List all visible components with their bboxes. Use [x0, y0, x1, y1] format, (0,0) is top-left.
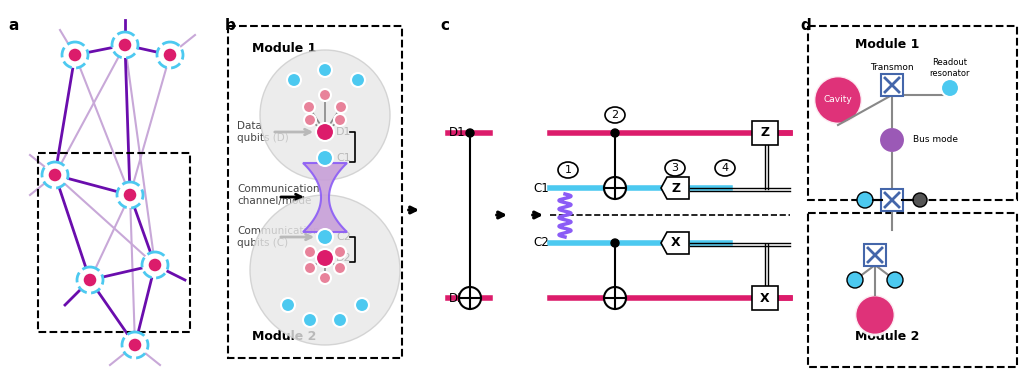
Ellipse shape [558, 162, 578, 178]
Text: Data
qubits (D): Data qubits (D) [237, 121, 289, 143]
Text: Bus mode: Bus mode [913, 136, 958, 144]
Circle shape [351, 73, 365, 87]
Text: 3: 3 [672, 163, 679, 173]
Text: Cavity: Cavity [823, 96, 852, 105]
Text: Z: Z [761, 126, 770, 139]
Circle shape [163, 48, 177, 62]
Text: D2: D2 [336, 253, 351, 263]
Text: C2: C2 [336, 232, 351, 242]
Circle shape [250, 195, 400, 345]
Circle shape [319, 89, 331, 101]
Circle shape [334, 114, 346, 126]
Circle shape [611, 239, 618, 247]
Circle shape [604, 177, 626, 199]
Circle shape [304, 114, 316, 126]
Circle shape [123, 188, 137, 202]
Text: D2: D2 [449, 291, 466, 304]
Text: C1: C1 [534, 181, 549, 194]
Circle shape [333, 313, 347, 327]
Text: D1: D1 [336, 127, 351, 137]
Text: c: c [440, 18, 449, 33]
Circle shape [118, 38, 132, 52]
Circle shape [42, 162, 68, 188]
Circle shape [459, 287, 481, 309]
Text: C2: C2 [534, 236, 549, 249]
Circle shape [334, 246, 346, 258]
Polygon shape [662, 177, 689, 199]
Circle shape [316, 249, 334, 267]
Text: a: a [8, 18, 18, 33]
Text: 2: 2 [611, 110, 618, 120]
Circle shape [604, 287, 626, 309]
Text: 4: 4 [722, 163, 728, 173]
Circle shape [62, 42, 88, 68]
Circle shape [466, 129, 474, 137]
Text: Module 1: Module 1 [252, 42, 316, 55]
FancyBboxPatch shape [752, 286, 778, 310]
Text: D1: D1 [449, 126, 466, 139]
Circle shape [287, 73, 301, 87]
Text: b: b [225, 18, 236, 33]
Circle shape [157, 42, 183, 68]
Text: C1: C1 [336, 153, 351, 163]
Circle shape [122, 332, 148, 358]
FancyBboxPatch shape [881, 74, 903, 96]
Circle shape [48, 168, 62, 182]
Circle shape [317, 150, 333, 166]
Circle shape [83, 273, 97, 287]
Circle shape [857, 192, 873, 208]
Circle shape [303, 313, 317, 327]
Circle shape [77, 267, 103, 293]
Circle shape [887, 272, 903, 288]
Circle shape [855, 295, 895, 335]
Text: Transmon: Transmon [870, 63, 913, 73]
Circle shape [317, 229, 333, 245]
FancyBboxPatch shape [881, 189, 903, 211]
Circle shape [316, 123, 334, 141]
Text: Communication
channel/mode: Communication channel/mode [237, 184, 319, 206]
Ellipse shape [605, 107, 625, 123]
Circle shape [112, 32, 138, 58]
Circle shape [304, 246, 316, 258]
Text: Module 2: Module 2 [855, 330, 920, 343]
Circle shape [303, 101, 315, 113]
Circle shape [142, 252, 168, 278]
Text: Module 2: Module 2 [252, 330, 316, 343]
Text: Readout
resonator: Readout resonator [930, 58, 971, 78]
Circle shape [847, 272, 863, 288]
Circle shape [879, 127, 905, 153]
Circle shape [148, 258, 162, 272]
Text: Z: Z [672, 181, 681, 194]
Circle shape [318, 63, 332, 77]
Circle shape [260, 50, 390, 180]
Circle shape [355, 298, 369, 312]
Circle shape [281, 298, 295, 312]
Text: d: d [800, 18, 811, 33]
Circle shape [334, 262, 346, 274]
Polygon shape [303, 163, 347, 232]
Text: 1: 1 [564, 165, 571, 175]
Text: X: X [671, 236, 681, 249]
FancyBboxPatch shape [752, 121, 778, 145]
Circle shape [319, 272, 331, 284]
Circle shape [68, 48, 82, 62]
Ellipse shape [665, 160, 685, 176]
Circle shape [913, 193, 927, 207]
Ellipse shape [715, 160, 735, 176]
Circle shape [941, 79, 959, 97]
Text: Communication
qubits (C): Communication qubits (C) [237, 226, 319, 248]
Text: X: X [760, 291, 770, 304]
FancyBboxPatch shape [864, 244, 886, 266]
Text: Module 1: Module 1 [855, 38, 920, 51]
Circle shape [814, 76, 862, 124]
Circle shape [335, 101, 347, 113]
Circle shape [128, 338, 142, 352]
Circle shape [611, 129, 618, 137]
Circle shape [117, 182, 143, 208]
Circle shape [304, 262, 316, 274]
Polygon shape [662, 232, 689, 254]
